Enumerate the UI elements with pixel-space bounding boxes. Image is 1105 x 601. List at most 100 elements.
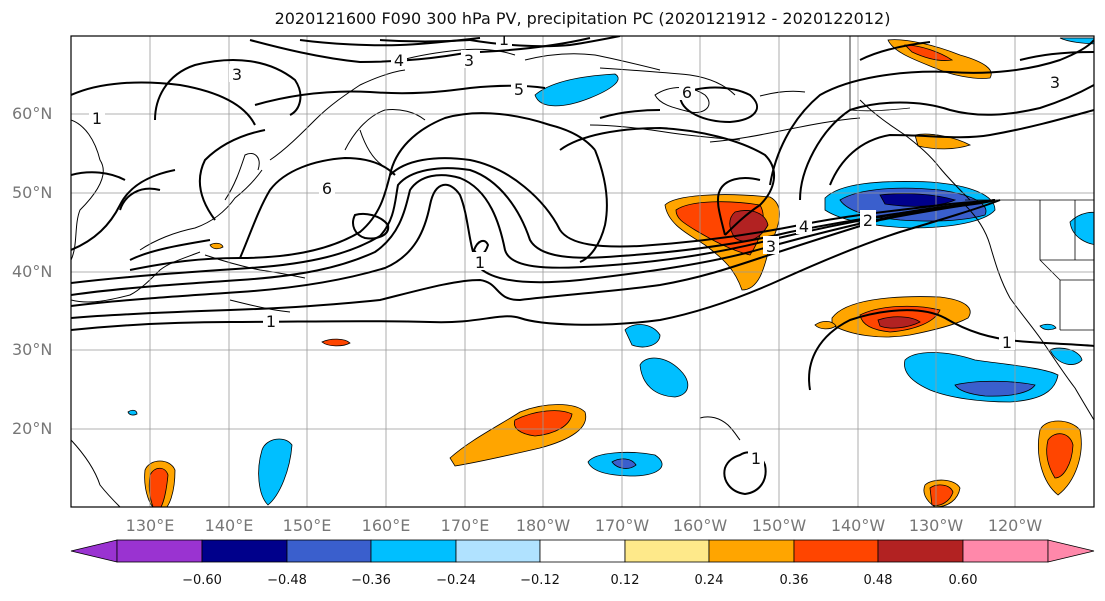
contour-label: 6 (682, 83, 692, 102)
boundary-line (1039, 200, 1061, 330)
precip-positive-area (814, 320, 837, 330)
coastline (759, 90, 806, 97)
colorbar-swatch (370, 539, 457, 563)
precip-negative-area (611, 458, 637, 469)
lat-label: 40°N (12, 262, 53, 281)
lon-label: 180°W (515, 516, 571, 535)
lon-label: 130°W (908, 516, 964, 535)
colorbar-swatch (962, 539, 1049, 563)
pv-contour (799, 84, 1094, 201)
lon-label: 150°W (751, 516, 807, 535)
lat-label: 30°N (12, 340, 53, 359)
precip-positive-area (877, 316, 921, 329)
coastline (599, 67, 736, 96)
pv-contour (579, 149, 608, 263)
pv-contour (389, 112, 596, 176)
lon-label: 140°W (830, 516, 886, 535)
coastline (1044, 344, 1094, 421)
precip-negative-area (127, 409, 138, 416)
colorbar-tick-label: −0.24 (436, 573, 476, 588)
contour-label: 6 (322, 179, 332, 198)
pv-contour (71, 199, 1001, 331)
lat-label: 50°N (12, 183, 53, 202)
coastline (359, 129, 383, 166)
colorbar-tick-label: 0.60 (948, 573, 978, 588)
colorbar-tick-label: −0.12 (520, 573, 560, 588)
precip-negative-area (258, 438, 293, 506)
lon-label: 140°E (204, 516, 254, 535)
coastline (524, 53, 661, 71)
pv-contour (71, 174, 996, 296)
colorbar-swatch (455, 539, 541, 563)
precip-positive-area (914, 133, 972, 150)
contour-label: 1 (499, 30, 509, 49)
colorbar-swatch (201, 539, 288, 563)
colorbar-extend-low (70, 539, 118, 563)
precip-positive-area (904, 44, 954, 61)
pv-contour (1019, 51, 1094, 61)
contour-label: 3 (464, 51, 474, 70)
precip-negative-area (1039, 323, 1057, 331)
pv-contour (352, 212, 390, 240)
pv-contour (249, 39, 471, 64)
pv-contour (71, 183, 996, 307)
pv-contour (599, 109, 661, 119)
precip-negative-area (534, 73, 619, 107)
precip-negative-area (1049, 347, 1083, 365)
precip-negative-area (1069, 211, 1094, 245)
pv-contour (829, 109, 1094, 186)
colorbar-swatch (624, 539, 710, 563)
coastline (964, 204, 1046, 346)
pv-contour (71, 199, 996, 319)
contour-label: 1 (751, 449, 761, 468)
precip-negative-area (1059, 37, 1094, 45)
coastline (699, 416, 741, 441)
colorbar-tick-label: −0.48 (267, 573, 307, 588)
contour-label: 4 (799, 217, 809, 236)
pv-contour (859, 41, 931, 61)
boundaries (849, 36, 1094, 331)
colorbar-extend-high (1047, 539, 1095, 563)
colorbar-swatch (116, 539, 203, 563)
lat-label: 20°N (12, 419, 53, 438)
contour-label: 1 (92, 109, 102, 128)
colorbar-tick-label: 0.24 (694, 573, 724, 588)
lat-label: 60°N (12, 104, 53, 123)
colorbar-tick-label: −0.60 (182, 573, 222, 588)
pv-contour (479, 37, 591, 53)
pv-contour (808, 309, 1094, 391)
pv-contour (678, 86, 758, 124)
pv-contour (71, 169, 176, 251)
coastline (589, 124, 741, 141)
colorbar-swatch (793, 539, 879, 563)
coastline (859, 99, 971, 201)
pv-contour (71, 81, 256, 126)
lon-label: 160°W (672, 516, 728, 535)
coastline (71, 119, 104, 261)
pv-contour (129, 157, 996, 271)
coastline (229, 299, 291, 313)
colorbar-swatch (539, 539, 626, 563)
coastline (139, 169, 263, 251)
pv-contour (254, 84, 546, 106)
colorbar-tick-label: 0.48 (863, 573, 893, 588)
contour-label: 3 (1050, 73, 1060, 92)
pv-contour (71, 171, 126, 181)
precip-negative-area (624, 324, 661, 348)
precip-positive-area (1046, 433, 1074, 479)
pv-contour (716, 177, 761, 236)
pv-contour (129, 239, 211, 261)
lon-label: 120°W (987, 516, 1043, 535)
map-frame (70, 35, 1095, 508)
contour-label: 1 (475, 253, 485, 272)
precip-positive-area (209, 242, 224, 250)
coastline (224, 153, 260, 201)
contour-labels: 1 3 4 3 5 6 6 1 1 4 2 3 1 1 (89, 30, 1063, 468)
pv-contour (559, 126, 775, 236)
map-area: 1 3 4 3 5 6 6 1 1 4 2 3 1 1 (71, 30, 1094, 507)
pv-contour (119, 187, 161, 211)
lon-label: 150°E (282, 516, 332, 535)
colorbar (70, 539, 1095, 563)
contour-label: 5 (514, 80, 524, 99)
